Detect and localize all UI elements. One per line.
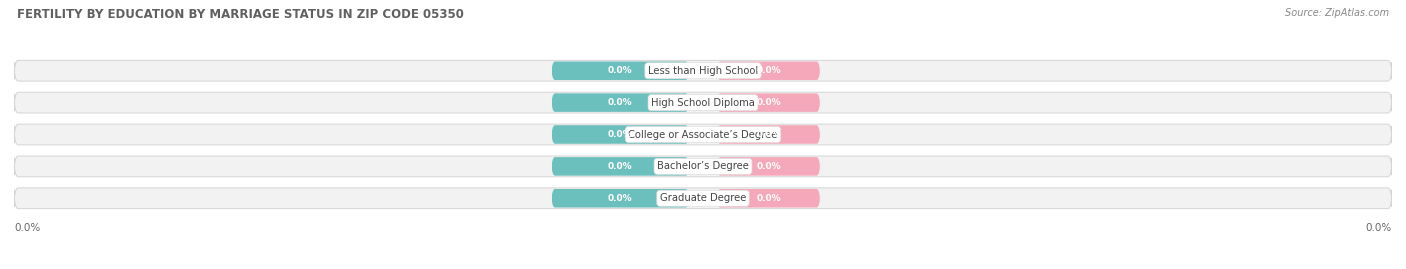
- Text: High School Diploma: High School Diploma: [651, 98, 755, 108]
- FancyBboxPatch shape: [14, 156, 1392, 177]
- FancyBboxPatch shape: [551, 189, 689, 207]
- FancyBboxPatch shape: [717, 93, 820, 112]
- Text: Graduate Degree: Graduate Degree: [659, 193, 747, 203]
- Text: 0.0%: 0.0%: [756, 66, 780, 75]
- Text: Source: ZipAtlas.com: Source: ZipAtlas.com: [1285, 8, 1389, 18]
- Text: 0.0%: 0.0%: [607, 66, 633, 75]
- Text: 0.0%: 0.0%: [607, 130, 633, 139]
- Text: 0.0%: 0.0%: [756, 130, 780, 139]
- Text: 0.0%: 0.0%: [756, 162, 780, 171]
- Text: 0.0%: 0.0%: [14, 223, 41, 233]
- FancyBboxPatch shape: [14, 188, 1392, 209]
- Text: 0.0%: 0.0%: [607, 162, 633, 171]
- Text: 0.0%: 0.0%: [1365, 223, 1392, 233]
- FancyBboxPatch shape: [717, 189, 820, 207]
- FancyBboxPatch shape: [14, 92, 1392, 113]
- FancyBboxPatch shape: [551, 62, 689, 80]
- Text: 0.0%: 0.0%: [607, 194, 633, 203]
- Text: 0.0%: 0.0%: [607, 98, 633, 107]
- FancyBboxPatch shape: [14, 124, 1392, 145]
- FancyBboxPatch shape: [14, 60, 1392, 81]
- Text: 0.0%: 0.0%: [756, 98, 780, 107]
- FancyBboxPatch shape: [717, 157, 820, 176]
- FancyBboxPatch shape: [551, 93, 689, 112]
- Text: FERTILITY BY EDUCATION BY MARRIAGE STATUS IN ZIP CODE 05350: FERTILITY BY EDUCATION BY MARRIAGE STATU…: [17, 8, 464, 21]
- Text: Bachelor’s Degree: Bachelor’s Degree: [657, 161, 749, 171]
- FancyBboxPatch shape: [551, 125, 689, 144]
- FancyBboxPatch shape: [717, 62, 820, 80]
- Text: College or Associate’s Degree: College or Associate’s Degree: [628, 129, 778, 140]
- FancyBboxPatch shape: [551, 157, 689, 176]
- Text: Less than High School: Less than High School: [648, 66, 758, 76]
- FancyBboxPatch shape: [717, 125, 820, 144]
- Text: 0.0%: 0.0%: [756, 194, 780, 203]
